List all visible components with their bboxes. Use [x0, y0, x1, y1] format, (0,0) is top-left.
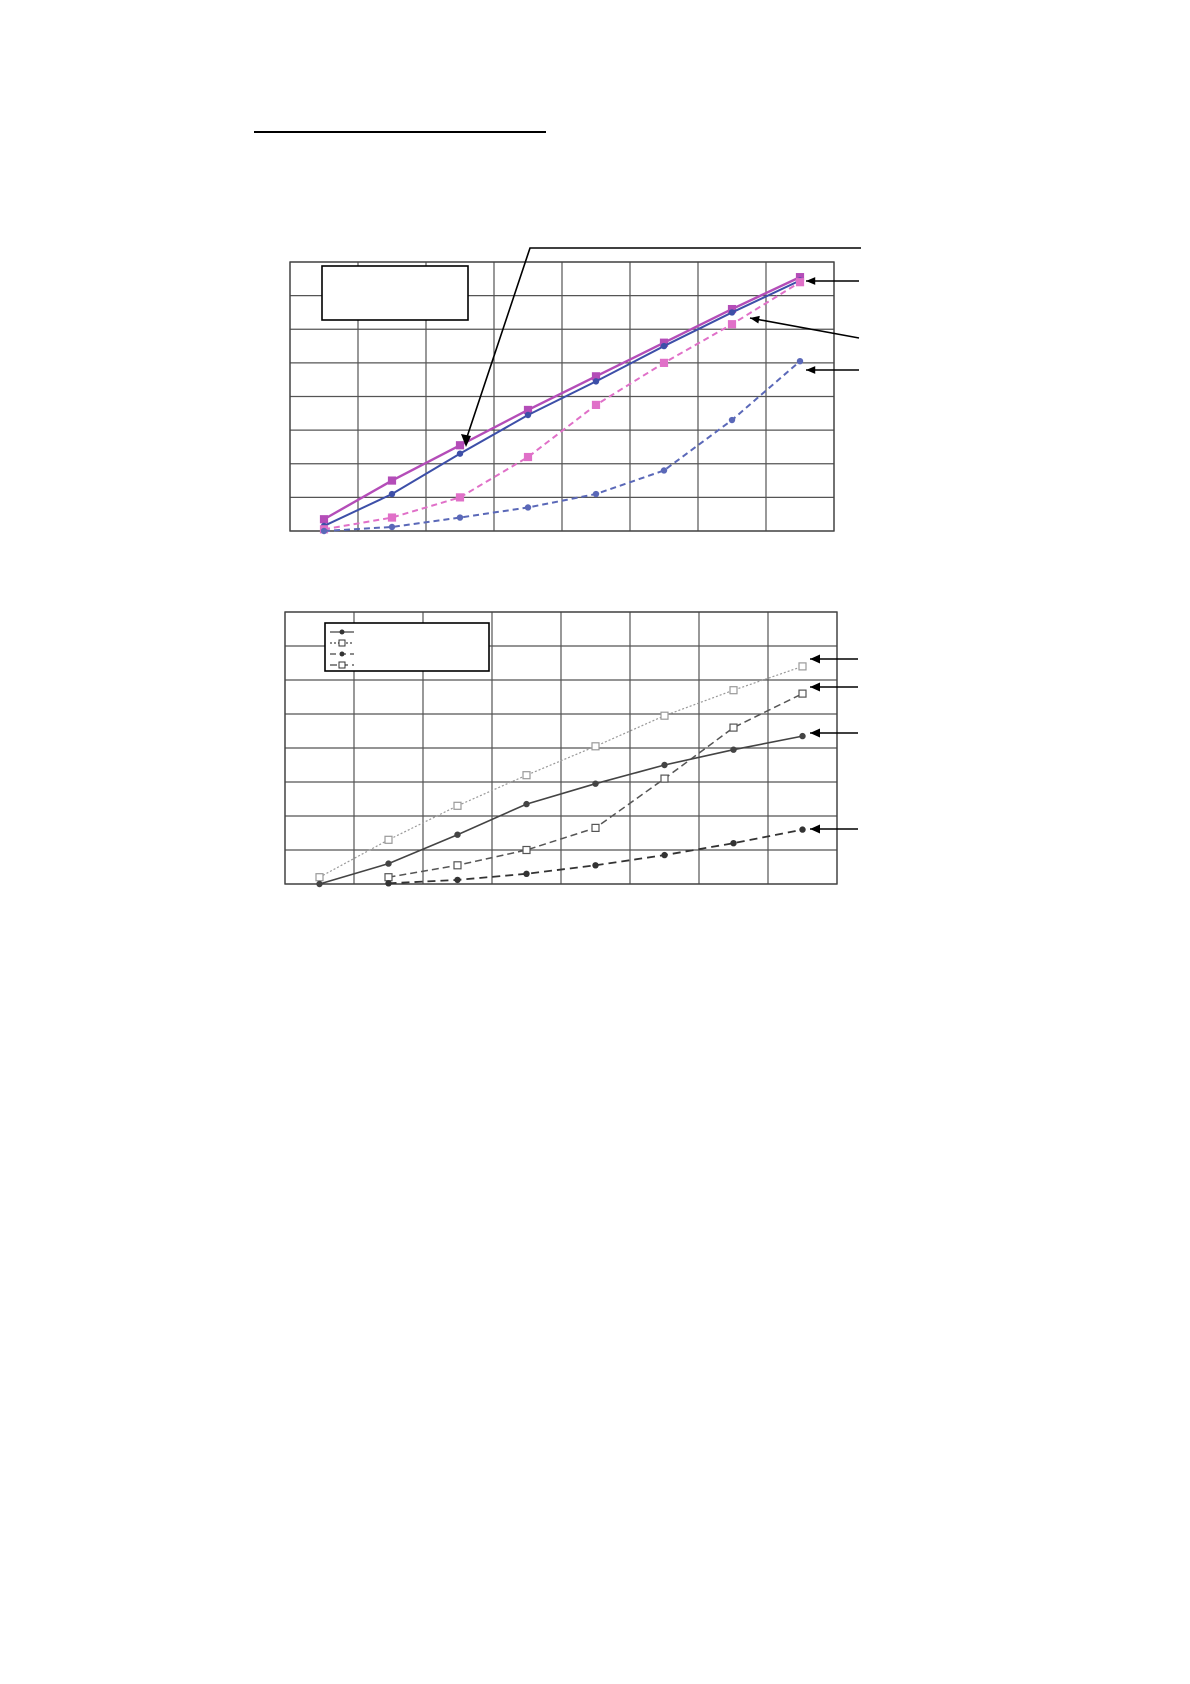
- series-3-point: [661, 761, 668, 769]
- series-1-point: [455, 441, 465, 450]
- series-4-point: [523, 870, 530, 877]
- series-4-point: [796, 357, 804, 365]
- series-3-point: [316, 880, 323, 888]
- series-4-point: [592, 490, 600, 498]
- series-2-point: [388, 490, 396, 498]
- series-arrowhead: [806, 277, 816, 285]
- series-3-point: [385, 860, 392, 867]
- series-3-point: [730, 746, 737, 753]
- series-2-point: [592, 378, 600, 385]
- series-arrowhead: [810, 728, 820, 738]
- series-arrowhead: [806, 366, 816, 374]
- series-3-point: [727, 320, 737, 329]
- legend-box: [321, 265, 469, 321]
- series-1-point: [798, 662, 807, 671]
- chart-1: [289, 247, 861, 535]
- series-2-point: [660, 342, 668, 350]
- series-3-point: [523, 800, 530, 808]
- series-4-point: [385, 880, 392, 887]
- series-1-point: [315, 873, 324, 882]
- heading-underline: [254, 131, 546, 133]
- series-2-point: [524, 411, 532, 419]
- series-3-line: [319, 735, 803, 885]
- series-4-point: [388, 523, 396, 531]
- legend-swatch-marker: [339, 651, 345, 657]
- series-4-point: [592, 862, 599, 869]
- series-4-point: [728, 416, 736, 424]
- callout-arrowhead: [461, 434, 471, 447]
- series-3-point: [799, 732, 806, 740]
- series-3-point: [659, 358, 669, 367]
- series-4-point: [320, 527, 328, 535]
- series-2-point: [660, 774, 669, 783]
- series-1-point: [522, 771, 531, 780]
- series-2-point: [728, 309, 736, 316]
- series-4-point: [661, 851, 668, 859]
- series-2-point: [591, 823, 600, 833]
- series-3-point: [387, 513, 397, 522]
- series-4-point: [730, 840, 737, 847]
- series-3-point: [591, 400, 601, 410]
- series-1-point: [729, 686, 738, 695]
- series-2-point: [798, 689, 807, 698]
- series-3-point: [592, 780, 599, 787]
- series-2-point: [522, 845, 531, 855]
- series-2-point: [453, 861, 462, 870]
- callout-leader-line: [465, 247, 861, 441]
- series-1-point: [384, 835, 393, 844]
- legend-swatch-marker: [338, 639, 346, 647]
- series-1-point: [319, 515, 329, 524]
- series-4-point: [524, 504, 532, 511]
- series-2-point: [456, 450, 464, 457]
- series-arrowhead: [810, 682, 820, 692]
- series-1-point: [387, 476, 397, 485]
- series-1-point: [453, 801, 462, 810]
- series-3-point: [455, 493, 465, 502]
- series-3-line: [323, 281, 801, 531]
- series-arrowhead: [750, 315, 760, 324]
- series-2-point: [384, 873, 393, 882]
- series-arrowhead: [810, 654, 820, 664]
- series-3-point: [523, 452, 533, 462]
- plot-frame: [284, 611, 838, 885]
- series-4-point: [660, 467, 668, 474]
- series-4-point: [454, 876, 461, 884]
- legend-swatch-marker: [338, 661, 346, 669]
- series-1-point: [660, 711, 669, 720]
- series-arrow: [749, 317, 860, 339]
- series-3-point: [795, 278, 805, 287]
- series-2-line: [323, 279, 801, 527]
- series-1-line: [319, 665, 803, 878]
- series-4-line: [323, 360, 801, 532]
- plot-frame: [289, 261, 835, 532]
- chart-2: [284, 611, 858, 888]
- series-4-point: [456, 514, 464, 521]
- series-arrowhead: [810, 824, 820, 834]
- series-4-point: [799, 826, 806, 833]
- legend-swatch-marker: [339, 629, 345, 635]
- series-3-point: [454, 831, 461, 838]
- series-1-line: [323, 276, 801, 521]
- legend-box: [324, 622, 490, 672]
- series-1-point: [591, 742, 600, 751]
- series-2-point: [729, 723, 738, 732]
